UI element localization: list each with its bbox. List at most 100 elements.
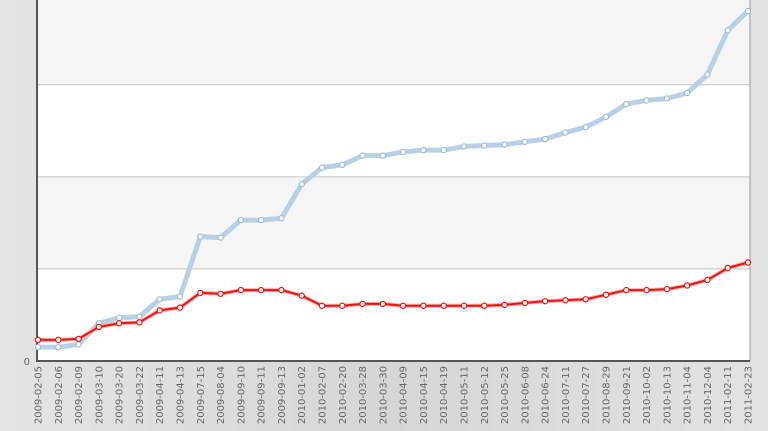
data-point xyxy=(602,291,610,298)
data-point xyxy=(136,319,143,326)
grid-band xyxy=(37,0,750,85)
data-point xyxy=(440,302,447,309)
x-tick-label: 2009-02-09 xyxy=(74,366,85,424)
data-point xyxy=(521,299,529,307)
x-tick-label: 2009-02-05 xyxy=(34,366,45,424)
x-tick-label: 2010-02-07 xyxy=(318,366,329,424)
x-tick-label: 2010-04-09 xyxy=(399,366,410,424)
data-point xyxy=(217,290,224,297)
x-tick-label: 2010-08-29 xyxy=(602,366,613,424)
x-tick-label: 2009-07-15 xyxy=(196,366,207,424)
data-point xyxy=(460,302,468,309)
x-tick-label: 2010-12-04 xyxy=(703,366,714,424)
data-point xyxy=(521,138,529,146)
x-tick-label: 2010-07-27 xyxy=(581,366,592,424)
data-point xyxy=(95,323,103,331)
data-point xyxy=(237,286,245,294)
data-point xyxy=(562,129,569,136)
x-tick-label: 2010-03-28 xyxy=(358,366,369,424)
data-point xyxy=(643,97,650,104)
x-tick-label: 2010-04-15 xyxy=(419,366,430,424)
data-point xyxy=(704,276,711,284)
x-tick-label: 2010-05-11 xyxy=(460,366,471,424)
data-point xyxy=(399,302,407,309)
x-tick-label: 2009-09-10 xyxy=(236,366,247,424)
x-tick-label: 2011-02-11 xyxy=(723,366,734,424)
data-point xyxy=(34,343,42,351)
data-point xyxy=(744,7,752,15)
x-tick-label: 2010-05-12 xyxy=(480,366,491,424)
data-point xyxy=(278,215,285,222)
data-point xyxy=(724,264,731,272)
data-point xyxy=(257,286,265,294)
x-tick-label: 2009-09-11 xyxy=(257,366,268,424)
x-tick-label: 2010-03-30 xyxy=(378,366,389,424)
data-point xyxy=(623,286,630,294)
data-point xyxy=(34,336,42,344)
data-point xyxy=(562,297,569,304)
data-point xyxy=(602,113,610,121)
data-point xyxy=(278,286,285,294)
data-point xyxy=(176,304,184,311)
x-tick-label: 2010-01-02 xyxy=(297,366,308,424)
x-tick-label: 2011-02-23 xyxy=(744,366,755,424)
data-point xyxy=(298,292,305,299)
x-tick-label: 2010-06-24 xyxy=(541,366,552,424)
data-point xyxy=(501,301,508,309)
x-tick-label: 2009-03-10 xyxy=(94,366,105,424)
data-point xyxy=(541,135,549,143)
data-point xyxy=(440,146,447,154)
x-tick-label: 2009-09-13 xyxy=(277,366,288,424)
data-point xyxy=(176,293,184,300)
data-point xyxy=(55,343,62,351)
data-point xyxy=(582,123,589,131)
x-tick-label: 2010-11-04 xyxy=(683,366,694,424)
data-point xyxy=(724,27,731,34)
data-point xyxy=(318,164,326,171)
x-tick-label: 2010-07-11 xyxy=(561,366,572,424)
x-tick-label: 2010-06-08 xyxy=(520,366,531,424)
data-point xyxy=(217,234,224,241)
data-point xyxy=(136,313,143,320)
data-point xyxy=(663,285,671,293)
x-tick-label: 2010-04-19 xyxy=(439,366,450,424)
grid-band xyxy=(37,176,750,269)
data-point xyxy=(704,71,711,78)
data-point xyxy=(75,335,82,343)
data-point xyxy=(197,289,204,297)
data-point xyxy=(420,146,427,154)
x-tick-label: 2010-02-20 xyxy=(338,366,349,424)
data-point xyxy=(460,143,468,150)
data-point xyxy=(683,282,691,289)
x-tick-label: 2009-03-20 xyxy=(115,366,126,424)
data-point xyxy=(481,142,488,149)
data-point xyxy=(156,307,163,314)
data-point xyxy=(55,336,62,344)
data-point xyxy=(115,320,123,327)
data-point xyxy=(115,314,123,321)
x-tick-label: 2009-04-13 xyxy=(176,366,187,424)
data-point xyxy=(683,89,691,97)
data-point xyxy=(541,297,549,305)
data-point xyxy=(197,233,204,240)
data-point xyxy=(420,302,427,309)
data-point xyxy=(318,302,326,309)
data-point xyxy=(156,296,163,303)
data-point xyxy=(298,180,305,188)
data-point xyxy=(663,95,671,102)
x-tick-label: 2010-10-02 xyxy=(642,366,653,424)
x-tick-label: 2009-04-11 xyxy=(155,366,166,424)
data-point xyxy=(339,302,346,309)
data-point xyxy=(379,152,387,159)
data-point xyxy=(501,141,508,148)
series-line xyxy=(38,261,749,341)
series-line xyxy=(38,9,750,350)
x-tick-label: 2010-09-21 xyxy=(622,366,633,424)
data-point xyxy=(744,259,752,266)
data-point xyxy=(481,302,488,309)
y-tick-label: 0 xyxy=(24,357,30,368)
data-point xyxy=(359,152,366,159)
data-point xyxy=(623,100,630,108)
x-tick-label: 2010-05-25 xyxy=(500,366,511,424)
